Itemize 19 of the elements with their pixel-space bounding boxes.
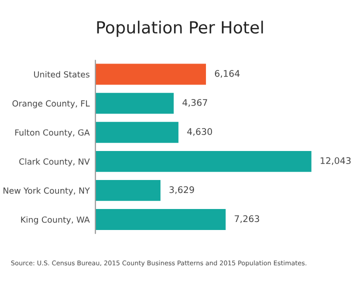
y-tick-label: Clark County, NV [19, 158, 90, 166]
y-tick-label: Fulton County, GA [15, 129, 90, 138]
y-tick-label: King County, WA [21, 216, 90, 224]
bar [95, 150, 312, 172]
chart-title: Population Per Hotel [97, 20, 263, 37]
data-label: 7,263 [234, 215, 260, 224]
data-label: 4,367 [182, 99, 208, 107]
y-tick-label: New York County, NY [4, 187, 90, 196]
data-label: 4,630 [187, 128, 212, 136]
data-label: 3,629 [170, 186, 194, 194]
y-tick-label: Orange County, FL [12, 100, 90, 108]
bar [95, 180, 160, 201]
bar [95, 209, 226, 230]
data-label: 6,164 [214, 70, 240, 78]
bar [95, 122, 178, 143]
bar [95, 64, 206, 85]
y-tick-label: United States [34, 71, 90, 78]
data-label: 12,043 [320, 157, 351, 165]
bar [95, 92, 174, 114]
